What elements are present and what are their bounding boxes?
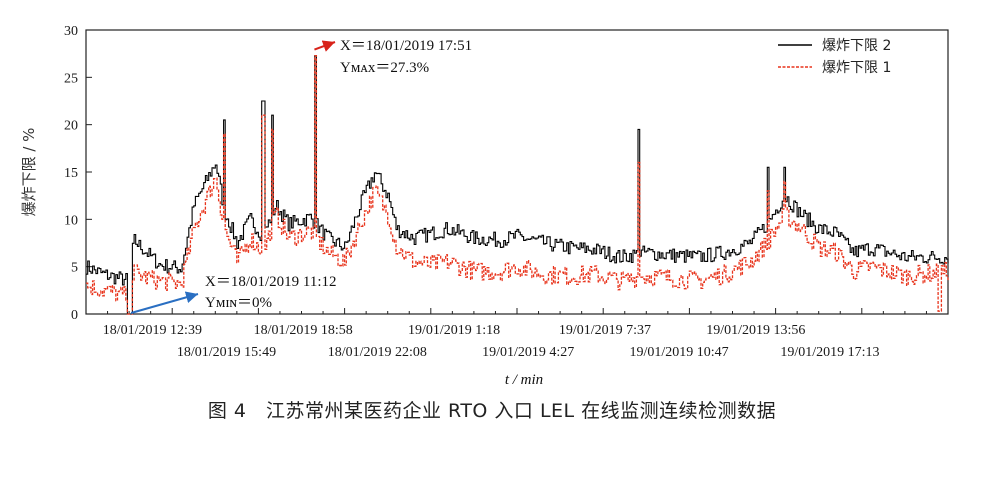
x-tick-label: 18/01/2019 15:49 [177,345,276,360]
plot-frame [85,29,949,315]
x-tick-label: 18/01/2019 12:39 [103,323,202,338]
annotation-min-y: Yᴍɪɴ＝0% [205,295,272,311]
y-tick-label: 30 [64,24,78,39]
y-tick-label: 10 [64,213,78,228]
x-tick-label: 19/01/2019 7:37 [559,323,651,338]
annotation-max-arrow [314,40,336,52]
x-tick-label: 19/01/2019 13:56 [706,323,805,338]
annotation-min-x: X＝18/01/2019 11:12 [205,274,337,290]
x-tick-label: 19/01/2019 1:18 [408,323,500,338]
legend-label: 爆炸下限 2 [822,38,891,54]
annotation-min-arrow [130,291,199,314]
legend: 爆炸下限 2 爆炸下限 1 [778,38,891,76]
x-tick-label: 19/01/2019 4:27 [482,345,574,360]
annotation-layer: X＝18/01/2019 17:51 Yᴍᴀx＝27.3% X＝18/01/2019… [130,38,472,314]
legend-label: 爆炸下限 1 [822,60,891,76]
series-line-lel2 [86,55,949,315]
y-tick-label: 20 [64,119,78,134]
annotation-max-x: X＝18/01/2019 17:51 [340,38,472,54]
y-tick-label: 15 [64,166,78,181]
figure-caption: 图 4 江苏常州某医药企业 RTO 入口 LEL 在线监测连续检测数据 [207,400,777,422]
x-axis-title: t / min [505,372,543,388]
y-axis-title: 爆炸下限 / % [20,128,38,217]
y-tick-label: 0 [71,308,78,323]
y-axis: 0 5 10 15 20 25 30 [64,24,92,323]
x-tick-label: 18/01/2019 22:08 [328,345,427,360]
y-tick-label: 25 [64,71,78,86]
x-tick-label: 19/01/2019 17:13 [780,345,879,360]
x-tick-label: 18/01/2019 18:58 [254,323,353,338]
series-line-lel1 [86,54,949,315]
annotation-max-y: Yᴍᴀx＝27.3% [340,60,429,76]
y-tick-label: 5 [71,261,78,276]
x-axis: 18/01/2019 12:39 18/01/2019 15:49 18/01/20… [85,308,949,360]
x-tick-label: 19/01/2019 10:47 [629,345,728,360]
series-layer [86,54,949,315]
plot-border [85,29,949,315]
